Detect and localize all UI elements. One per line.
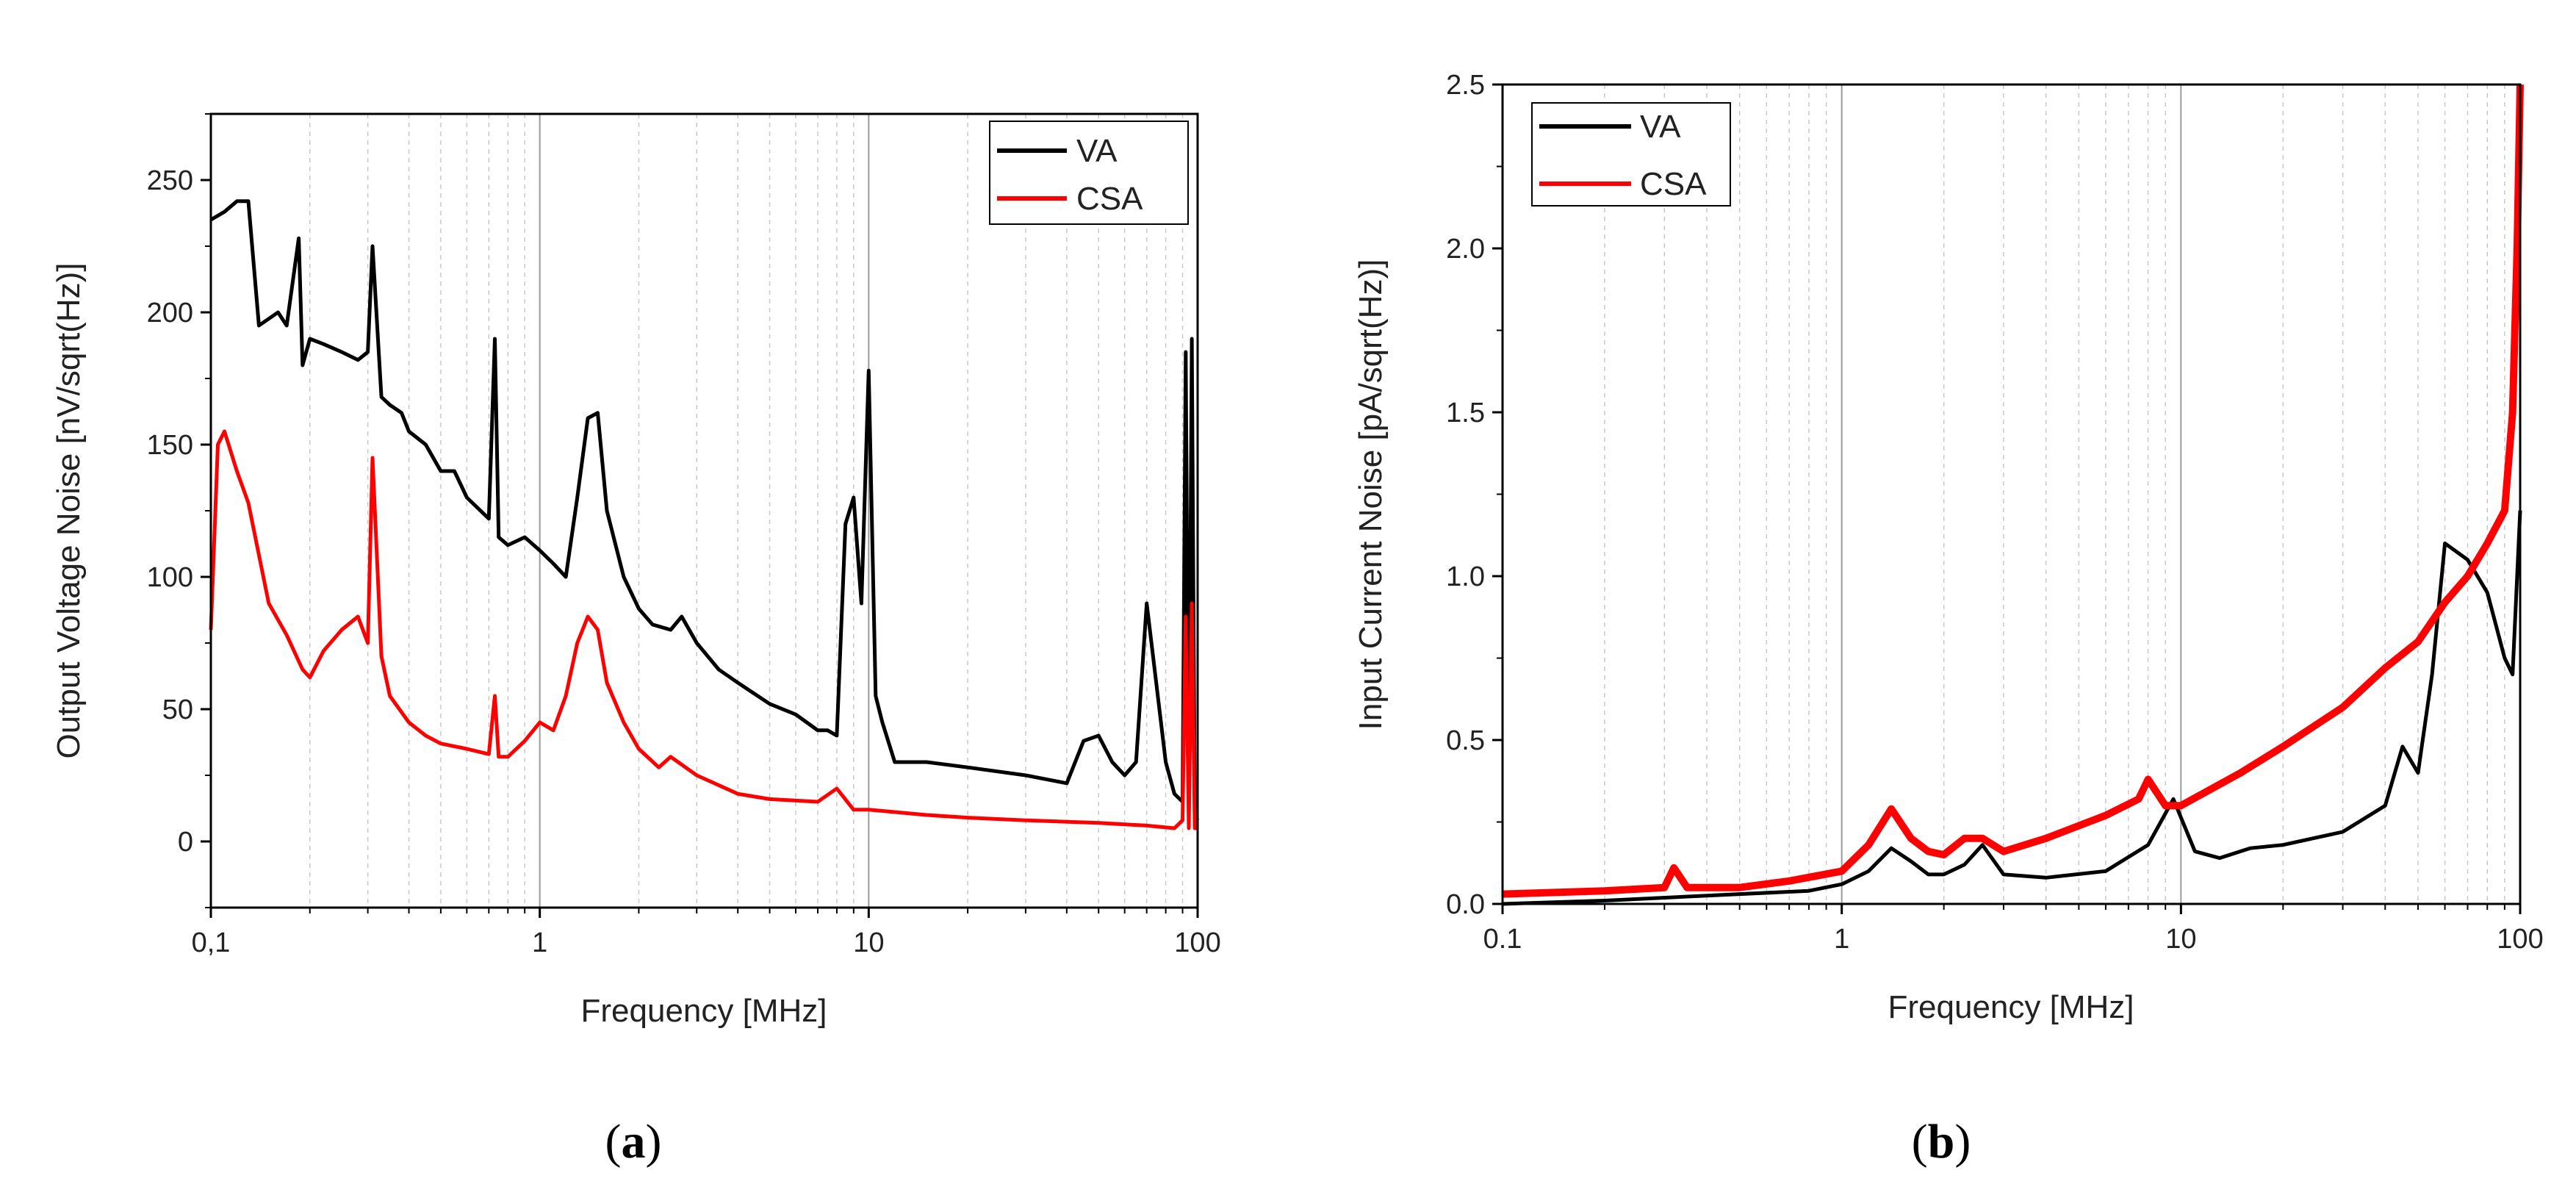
legend-box-a [989,121,1189,225]
x-tick-label: 0,1 [192,927,231,958]
y-tick-label: 150 [147,430,193,461]
caption-a: (a) [605,1115,662,1168]
y-tick-label: 100 [147,562,193,593]
legend-label-csa-a: CSA [1076,181,1143,217]
legend-label-va-a: VA [1076,133,1118,169]
plot-area-b [1503,85,2520,904]
series-line-csa-a [209,429,1198,830]
chart-panel-a: 0,1 1 10 100 0 50 100 150 200 250 VA CSA Frequenc… [51,112,1221,1029]
plot-area-a [211,114,1198,908]
x-tick-label: 10 [2165,924,2196,955]
x-tick-label: 100 [1174,927,1220,958]
y-tick-label: 250 [147,165,193,196]
ticks-b: 0.1 1 10 100 0.0 0.5 1.0 1.5 2.0 2.5 [1446,70,2544,955]
y-tick-label: 200 [147,298,193,328]
x-tick-label: 0.1 [1483,924,1522,955]
chart-panel-b: 0.1 1 10 100 0.0 0.5 1.0 1.5 2.0 2.5 VA CSA Frequ… [1353,70,2544,1025]
legend-label-va-b: VA [1640,109,1681,145]
legend-box-b [1531,102,1731,207]
legend-b: VA CSA [1531,102,1731,207]
x-axis-label-b: Frequency [MHz] [1888,989,2134,1025]
ticks-a: 0,1 1 10 100 0 50 100 150 200 250 [147,113,1221,958]
y-tick-label: 1.5 [1446,398,1485,428]
y-axis-label-a: Output Voltage Noise [nV/sqrt(Hz)] [51,263,87,759]
x-tick-label: 10 [853,927,884,958]
y-tick-label: 2.0 [1446,234,1485,265]
caption-b: (b) [1912,1115,1971,1168]
x-tick-label: 1 [532,927,547,958]
x-tick-label: 100 [2497,924,2543,955]
y-tick-label: 2.5 [1446,70,1485,101]
y-axis-label-b: Input Current Noise [pA/sqrt(Hz)] [1353,259,1389,730]
series-line-csa-b [1502,84,2524,898]
x-axis-label-a: Frequency [MHz] [581,993,827,1029]
y-tick-label: 0.5 [1446,725,1485,756]
series-group-a [209,199,1200,830]
y-tick-label: 50 [162,694,193,725]
series-line-va-a [209,199,1200,822]
series-group-b [1502,84,2524,906]
legend-label-csa-b: CSA [1640,166,1707,202]
y-tick-label: 1.0 [1446,561,1485,592]
grid-b [1604,85,2505,904]
y-tick-label: 0.0 [1446,889,1485,920]
x-tick-label: 1 [1834,924,1849,955]
y-tick-label: 0 [178,827,193,858]
series-line-va-b [1502,510,2522,906]
legend-a: VA CSA [989,121,1189,225]
